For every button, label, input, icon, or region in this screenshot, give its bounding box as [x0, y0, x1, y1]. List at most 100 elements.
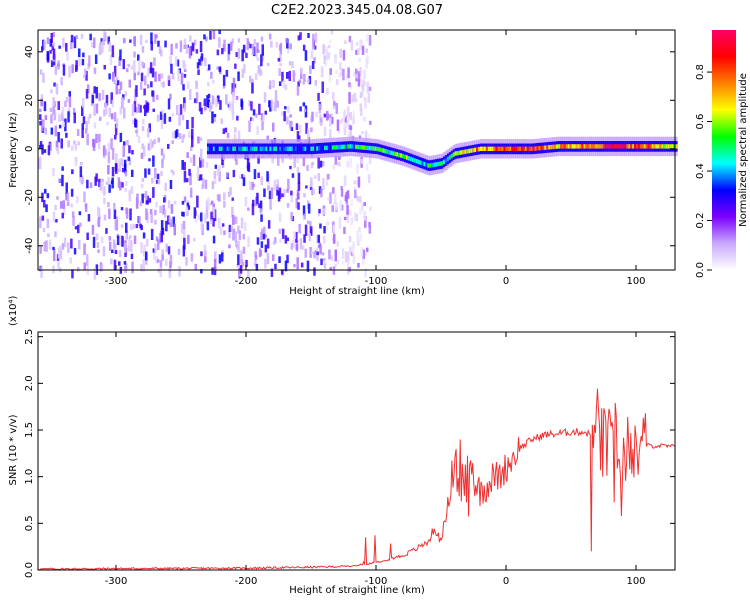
ridge-core-cell: [628, 144, 631, 149]
noise-cell: [196, 166, 200, 178]
ridge-core-cell: [429, 163, 432, 168]
ridge-core-cell: [300, 146, 304, 151]
noise-cell: [182, 60, 185, 69]
noise-cell: [95, 133, 98, 144]
noise-cell: [140, 183, 144, 189]
noise-cell: [73, 112, 76, 124]
noise-cell: [111, 166, 115, 177]
noise-cell: [319, 160, 323, 168]
ridge-core-cell: [483, 146, 487, 151]
ridge-core-cell: [207, 146, 210, 151]
noise-cell: [329, 267, 332, 271]
noise-cell: [254, 259, 257, 267]
noise-cell: [131, 104, 135, 116]
noise-cell: [120, 158, 124, 166]
noise-cell: [189, 173, 192, 186]
noise-cell: [175, 43, 178, 49]
noise-cell: [163, 113, 167, 124]
noise-cell: [267, 181, 270, 189]
noise-cell: [86, 254, 89, 266]
noise-cell: [339, 67, 342, 72]
ridge-core-cell: [599, 144, 602, 149]
ridge-core-cell: [382, 148, 386, 153]
colorbar-tick-label: 0.6: [695, 114, 706, 130]
noise-cell: [190, 253, 194, 262]
noise-cell: [66, 51, 69, 61]
ridge-core-cell: [610, 144, 614, 149]
noise-cell: [48, 239, 52, 250]
noise-cell: [301, 245, 305, 250]
ridge-core-cell: [618, 144, 622, 149]
ridge-core-cell: [403, 154, 407, 159]
noise-cell: [318, 103, 321, 114]
noise-cell: [199, 174, 203, 181]
noise-cell: [39, 114, 42, 120]
noise-cell: [218, 66, 222, 72]
noise-cell: [60, 77, 63, 86]
ridge-core-cell: [536, 146, 540, 151]
ridge-core-cell: [620, 144, 623, 149]
noise-cell: [79, 176, 82, 183]
ridge-core-cell: [624, 144, 627, 149]
noise-cell: [336, 260, 340, 264]
noise-cell: [206, 68, 209, 72]
ridge-core-cell: [470, 148, 473, 153]
noise-cell: [260, 214, 263, 222]
noise-cell: [47, 145, 51, 156]
noise-cell: [191, 135, 194, 148]
noise-cell: [317, 173, 321, 181]
ridge-core-cell: [374, 146, 378, 151]
noise-cell: [344, 40, 347, 44]
noise-cell: [72, 215, 75, 226]
noise-cell: [181, 200, 185, 205]
noise-cell: [212, 207, 216, 219]
ridge-core-cell: [419, 160, 423, 165]
noise-cell: [343, 216, 347, 221]
noise-cell: [299, 32, 302, 40]
noise-cell: [322, 44, 325, 55]
noise-cell: [255, 263, 259, 271]
noise-cell: [223, 230, 226, 235]
noise-cell: [64, 100, 67, 107]
noise-cell: [46, 193, 50, 199]
noise-cell: [52, 42, 55, 47]
noise-cell: [335, 79, 339, 86]
noise-cell: [335, 103, 338, 114]
ridge-core-cell: [238, 146, 241, 151]
noise-cell: [98, 92, 101, 101]
noise-cell: [250, 101, 253, 111]
noise-cell: [176, 105, 179, 116]
noise-cell: [83, 191, 86, 203]
noise-cell: [160, 148, 164, 156]
noise-cell: [119, 132, 123, 143]
noise-cell: [140, 264, 143, 272]
noise-cell: [181, 135, 184, 143]
noise-cell: [67, 111, 70, 123]
noise-cell: [111, 99, 115, 108]
ridge-core-cell: [417, 159, 421, 165]
noise-cell: [286, 237, 290, 241]
noise-cell: [296, 189, 300, 200]
noise-cell: [93, 268, 97, 280]
noise-cell: [68, 65, 71, 78]
noise-cell: [39, 121, 42, 126]
ridge-core-cell: [435, 162, 438, 167]
noise-cell: [147, 143, 151, 151]
noise-cell: [140, 242, 143, 254]
ridge-core-cell: [407, 156, 411, 161]
ridge-core-cell: [269, 146, 272, 151]
noise-cell: [357, 70, 361, 82]
noise-cell: [186, 81, 190, 89]
noise-cell: [62, 204, 66, 216]
noise-cell: [170, 169, 174, 173]
colorbar-tick-label: 0.4: [695, 163, 706, 179]
y-tick-label: 1.5: [24, 422, 35, 438]
noise-cell: [260, 231, 263, 241]
ridge-core-cell: [294, 146, 298, 151]
noise-cell: [160, 119, 164, 129]
ridge-core-cell: [651, 144, 655, 149]
noise-cell: [278, 81, 282, 86]
noise-cell: [67, 242, 70, 253]
noise-cell: [198, 58, 201, 66]
noise-cell: [71, 145, 74, 151]
